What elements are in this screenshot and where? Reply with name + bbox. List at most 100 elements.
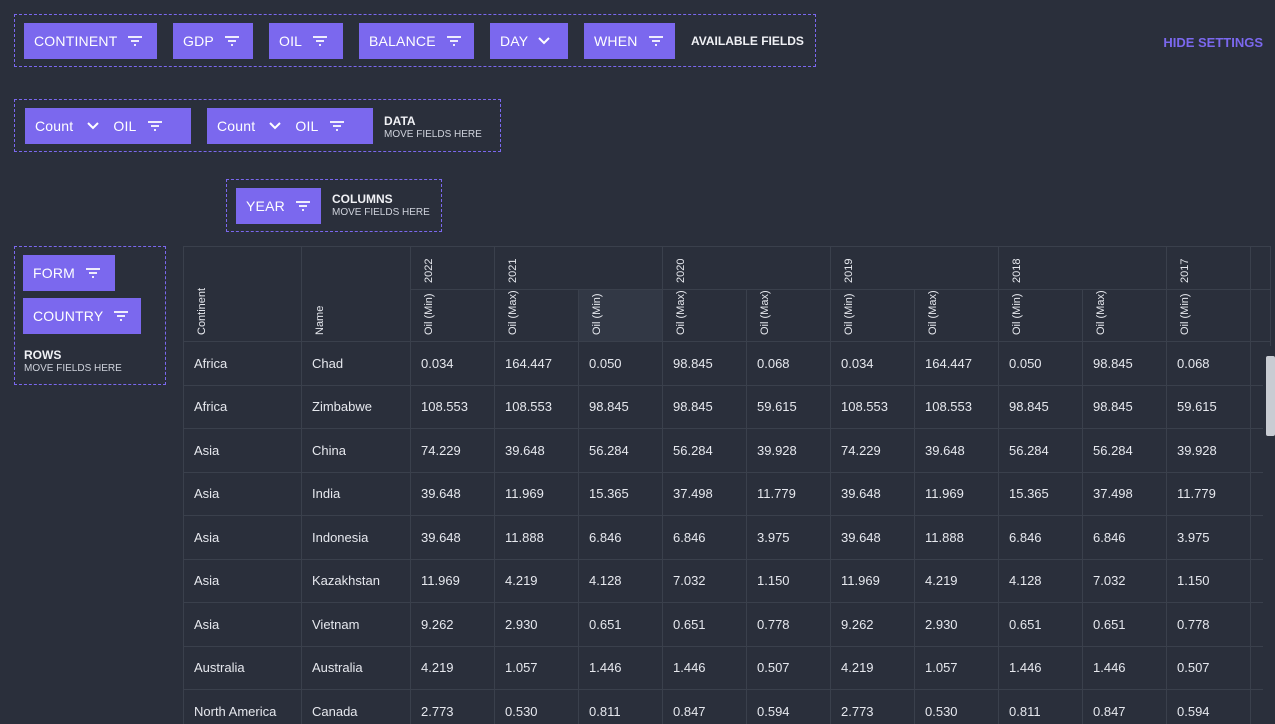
measure-header[interactable]: Oil (Min) (1166, 289, 1251, 342)
value-cell[interactable]: 98.845 (1082, 384, 1167, 429)
continent-cell[interactable]: Asia (183, 428, 302, 473)
measure-header[interactable]: Oil (Max) (746, 289, 831, 342)
aggregate-label[interactable]: Count (35, 118, 74, 134)
value-cell[interactable]: 1.150 (746, 558, 831, 603)
year-header[interactable]: 2021 (494, 246, 663, 290)
value-cell[interactable]: 39.648 (914, 428, 999, 473)
value-cell[interactable]: 108.553 (494, 384, 579, 429)
value-cell[interactable]: 0.651 (662, 602, 747, 647)
table-row[interactable]: Africa Chad 0.034 164.447 0.050 98.845 0.068 0.… (183, 341, 1271, 386)
value-cell[interactable]: 4.128 (578, 558, 663, 603)
scrollbar-thumb[interactable] (1266, 356, 1275, 436)
measure-header[interactable]: Oil (Max) (914, 289, 999, 342)
chevron-down-icon[interactable] (87, 121, 100, 131)
value-cell[interactable]: 0.594 (746, 689, 831, 724)
value-cell[interactable]: 7.032 (662, 558, 747, 603)
continent-cell[interactable]: Asia (183, 602, 302, 647)
value-cell[interactable]: 6.846 (1082, 515, 1167, 560)
table-row[interactable]: Africa Zimbabwe 108.553 108.553 98.845 98.845… (183, 384, 1271, 429)
field-chip-balance[interactable]: BALANCE (359, 23, 474, 59)
value-cell[interactable]: 15.365 (998, 471, 1083, 516)
rows-zone[interactable] (14, 246, 166, 385)
value-cell[interactable]: 0.651 (998, 602, 1083, 647)
table-row[interactable]: Asia India 39.648 11.969 15.365 37.498 11.779 3… (183, 471, 1271, 516)
value-cell[interactable]: 1.057 (914, 645, 999, 690)
filter-icon[interactable] (224, 35, 240, 47)
value-cell[interactable]: 39.928 (1166, 428, 1251, 473)
value-cell[interactable]: 39.648 (410, 515, 495, 560)
value-cell[interactable]: 2.930 (494, 602, 579, 647)
value-cell[interactable]: 59.615 (1166, 384, 1251, 429)
value-cell[interactable]: 1.446 (1082, 645, 1167, 690)
row-header-name[interactable]: Name (301, 246, 411, 342)
value-cell[interactable]: 1.446 (662, 645, 747, 690)
continent-cell[interactable]: North America (183, 689, 302, 724)
value-cell[interactable]: 4.219 (494, 558, 579, 603)
value-cell[interactable]: 59.615 (746, 384, 831, 429)
name-cell[interactable]: Chad (301, 341, 411, 386)
name-cell[interactable]: India (301, 471, 411, 516)
measure-header[interactable]: Oil (Max) (494, 289, 579, 342)
filter-icon[interactable] (446, 35, 462, 47)
value-cell[interactable]: 98.845 (998, 384, 1083, 429)
column-chip-year[interactable]: YEAR (236, 188, 321, 224)
value-cell[interactable]: 9.262 (830, 602, 915, 647)
value-cell[interactable]: 37.498 (662, 471, 747, 516)
measure-header-selected[interactable]: Oil (Min) (578, 289, 663, 342)
filter-icon[interactable] (648, 35, 664, 47)
name-cell[interactable]: Australia (301, 645, 411, 690)
value-cell[interactable]: 1.446 (998, 645, 1083, 690)
value-cell[interactable]: 56.284 (1082, 428, 1167, 473)
value-cell[interactable]: 74.229 (410, 428, 495, 473)
value-cell[interactable]: 11.779 (746, 471, 831, 516)
vertical-scrollbar[interactable] (1263, 346, 1275, 724)
field-chip-gdp[interactable]: GDP (173, 23, 253, 59)
continent-cell[interactable]: Africa (183, 384, 302, 429)
name-cell[interactable]: Indonesia (301, 515, 411, 560)
year-header[interactable]: 2022 (410, 246, 495, 290)
continent-cell[interactable]: Asia (183, 471, 302, 516)
value-cell[interactable]: 11.969 (410, 558, 495, 603)
filter-icon[interactable] (113, 310, 129, 322)
value-cell[interactable]: 1.446 (578, 645, 663, 690)
value-cell[interactable]: 11.969 (494, 471, 579, 516)
filter-icon[interactable] (312, 35, 328, 47)
filter-icon[interactable] (127, 35, 143, 47)
value-cell[interactable]: 108.553 (830, 384, 915, 429)
filter-icon[interactable] (329, 120, 345, 132)
columns-zone[interactable] (226, 179, 442, 232)
value-cell[interactable]: 11.779 (1166, 471, 1251, 516)
value-cell[interactable]: 164.447 (494, 341, 579, 386)
value-cell[interactable]: 11.969 (914, 471, 999, 516)
value-cell[interactable]: 6.846 (998, 515, 1083, 560)
value-cell[interactable]: 6.846 (578, 515, 663, 560)
value-cell[interactable]: 7.032 (1082, 558, 1167, 603)
measure-header[interactable]: Oil (Min) (830, 289, 915, 342)
value-cell[interactable]: 0.811 (578, 689, 663, 724)
value-cell[interactable]: 0.778 (1166, 602, 1251, 647)
value-cell[interactable]: 98.845 (662, 384, 747, 429)
value-cell[interactable]: 11.888 (494, 515, 579, 560)
value-cell[interactable]: 0.068 (746, 341, 831, 386)
year-header[interactable]: 2018 (998, 246, 1167, 290)
table-row[interactable]: Asia Indonesia 39.648 11.888 6.846 6.846 3.975… (183, 515, 1271, 560)
continent-cell[interactable]: Australia (183, 645, 302, 690)
chevron-down-icon[interactable] (269, 121, 282, 131)
value-cell[interactable]: 39.928 (746, 428, 831, 473)
value-cell[interactable]: 0.050 (998, 341, 1083, 386)
hide-settings-link[interactable]: HIDE SETTINGS (1163, 35, 1263, 50)
data-chip-count-oil[interactable]: Count OIL (25, 108, 191, 144)
value-cell[interactable]: 2.773 (830, 689, 915, 724)
aggregate-label[interactable]: Count (217, 118, 256, 134)
value-cell[interactable]: 56.284 (998, 428, 1083, 473)
measure-header[interactable]: Oil (Max) (1082, 289, 1167, 342)
value-cell[interactable]: 108.553 (410, 384, 495, 429)
value-cell[interactable]: 0.507 (746, 645, 831, 690)
value-cell[interactable]: 4.219 (914, 558, 999, 603)
name-cell[interactable]: China (301, 428, 411, 473)
value-cell[interactable]: 98.845 (662, 341, 747, 386)
name-cell[interactable]: Vietnam (301, 602, 411, 647)
value-cell[interactable]: 6.846 (662, 515, 747, 560)
value-cell[interactable]: 2.773 (410, 689, 495, 724)
value-cell[interactable]: 0.847 (1082, 689, 1167, 724)
